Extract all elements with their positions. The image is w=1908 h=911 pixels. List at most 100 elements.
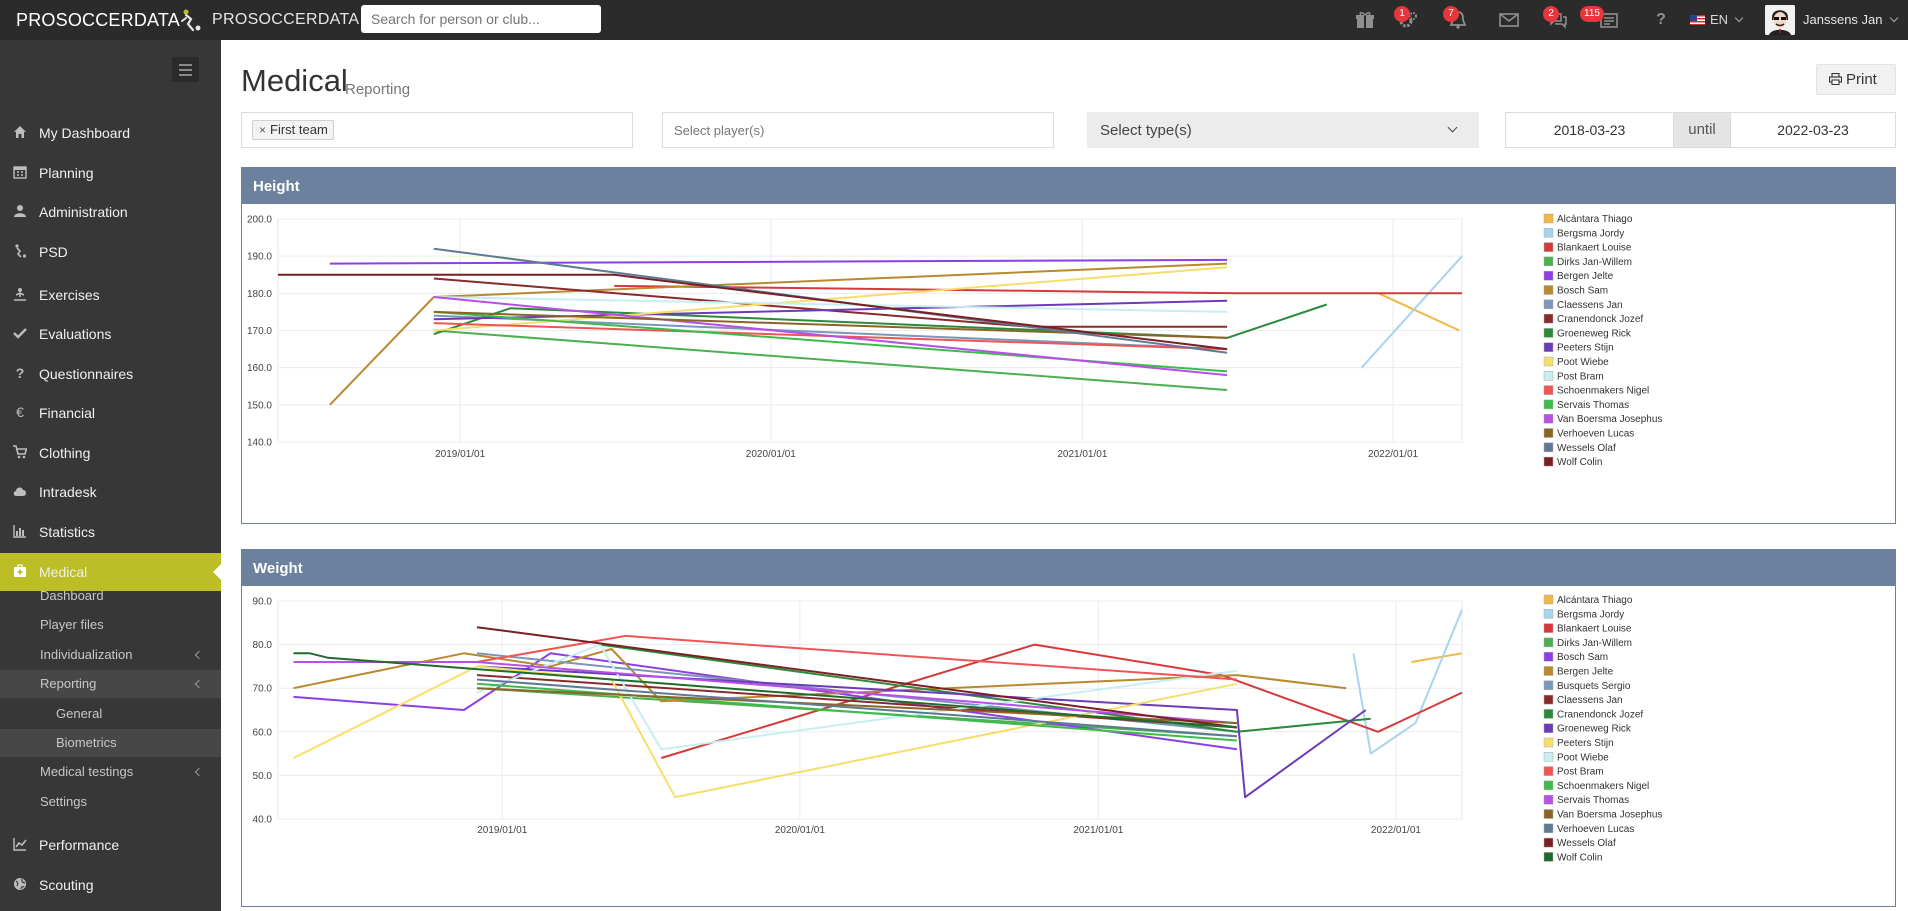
remove-tag-icon[interactable]: ×	[259, 123, 267, 137]
search-input[interactable]	[361, 5, 601, 33]
sidebar-subitem-label: Individualization	[40, 647, 133, 662]
legend-item-schoenmakers-nigel[interactable]: Schoenmakers Nigel	[1543, 780, 1649, 792]
series-line-bergen-jelte[interactable]	[293, 648, 1347, 703]
legend-item-claessens-jan[interactable]: Claessens Jan	[1543, 299, 1623, 311]
print-button[interactable]: Print	[1816, 64, 1896, 95]
sidebar-item-exercises[interactable]: Exercises	[0, 276, 221, 314]
legend-item-peeters-stijn[interactable]: Peeters Stijn	[1543, 737, 1614, 749]
legend-item-blankaert-louise[interactable]: Blankaert Louise	[1543, 623, 1632, 635]
series-line-wolf-colin[interactable]	[278, 273, 1228, 351]
legend-item-bergen-jelte[interactable]: Bergen Jelte	[1543, 666, 1614, 678]
envelope-icon[interactable]	[1498, 11, 1520, 29]
language-selector[interactable]: EN	[1690, 12, 1744, 27]
sidebar-subitem-dashboard[interactable]: Dashboard	[0, 582, 221, 610]
series-line-groeneweg-rick[interactable]	[433, 303, 1328, 339]
legend-item-cranendonck-jozef[interactable]: Cranendonck Jozef	[1543, 313, 1643, 325]
sidebar-item-intradesk[interactable]: Intradesk	[0, 473, 221, 511]
series-line-bergsma-jordy[interactable]	[1360, 255, 1463, 369]
height-chart-title: Height	[242, 168, 1895, 204]
sidebar-item-planning[interactable]: Planning	[0, 154, 221, 192]
legend-item-bosch-sam[interactable]: Bosch Sam	[1543, 285, 1608, 297]
series-line-bergsma-jordy[interactable]	[1352, 609, 1463, 755]
sidebar-subitem-individualization[interactable]: Individualization	[0, 641, 221, 669]
legend-item-bosch-sam[interactable]: Bosch Sam	[1543, 651, 1608, 663]
team-filter[interactable]: × First team	[241, 112, 633, 148]
legend-item-wolf-colin[interactable]: Wolf Colin	[1543, 852, 1602, 863]
legend-item-post-bram[interactable]: Post Bram	[1543, 371, 1604, 382]
legend-item-groeneweg-rick[interactable]: Groeneweg Rick	[1543, 328, 1632, 339]
user-menu[interactable]: Janssens Jan	[1803, 12, 1898, 27]
series-line-servais-thomas[interactable]	[293, 661, 1237, 725]
series-line-post-bram[interactable]	[433, 296, 1228, 313]
legend-item-post-bram[interactable]: Post Bram	[1543, 766, 1604, 778]
series-line-groeneweg-rick[interactable]	[476, 665, 1367, 799]
sidebar-item-scouting[interactable]: Scouting	[0, 866, 221, 904]
menu-toggle-button[interactable]	[172, 57, 199, 82]
legend-item-wolf-colin[interactable]: Wolf Colin	[1543, 456, 1602, 468]
player-select[interactable]: Select player(s)	[662, 112, 1054, 148]
sidebar-item-psd[interactable]: PSD	[0, 233, 221, 271]
sidebar-item-my-dashboard[interactable]: My Dashboard	[0, 114, 221, 152]
series-line-dirks-jan-willem[interactable]	[433, 329, 1228, 391]
sidebar-subitem-settings[interactable]: Settings	[0, 788, 221, 816]
series-line-poot-wiebe[interactable]	[433, 266, 1228, 332]
date-from-input[interactable]: 2018-03-23	[1505, 112, 1674, 148]
legend-item-bergen-jelte[interactable]: Bergen Jelte	[1543, 270, 1614, 282]
sidebar-item-administration[interactable]: Administration	[0, 193, 221, 231]
legend-label: Wessels Olaf	[1557, 838, 1616, 849]
legend-item-servais-thomas[interactable]: Servais Thomas	[1543, 794, 1629, 806]
series-line-blankaert-louise[interactable]	[614, 284, 1462, 295]
series-line-alcantara-thiago[interactable]	[1411, 652, 1463, 663]
sidebar-item-clothing[interactable]: Clothing	[0, 434, 221, 472]
avatar[interactable]	[1765, 5, 1795, 35]
legend-item-busquets-sergio[interactable]: Busquets Sergio	[1543, 680, 1631, 692]
legend-item-peeters-stijn[interactable]: Peeters Stijn	[1543, 342, 1614, 354]
sidebar-subitem-medical-testings[interactable]: Medical testings	[0, 758, 221, 786]
sidebar-item-evaluations[interactable]: Evaluations	[0, 315, 221, 353]
sidebar-item-financial[interactable]: € Financial	[0, 394, 221, 432]
type-select[interactable]: Select type(s)	[1087, 112, 1479, 148]
legend-item-van-boersma-josephus[interactable]: Van Boersma Josephus	[1543, 413, 1662, 425]
messages-icon[interactable]	[1598, 11, 1620, 29]
legend-item-servais-thomas[interactable]: Servais Thomas	[1543, 399, 1629, 411]
gift-icon[interactable]	[1354, 11, 1376, 29]
sidebar-item-statistics[interactable]: Statistics	[0, 513, 221, 551]
legend-item-alcantara-thiago[interactable]: Alcántara Thiago	[1543, 594, 1633, 606]
series-line-wolf-colin[interactable]	[293, 652, 1237, 729]
series-line-van-boersma-josephus[interactable]	[433, 296, 1228, 377]
series-line-bergen-jelte[interactable]	[329, 258, 1228, 265]
help-icon[interactable]: ?	[1656, 11, 1666, 28]
series-line-post-bram[interactable]	[476, 634, 1237, 681]
legend-item-dirks-jan-willem[interactable]: Dirks Jan-Willem	[1543, 637, 1632, 649]
legend-item-bergsma-jordy[interactable]: Bergsma Jordy	[1543, 228, 1624, 239]
legend-item-groeneweg-rick[interactable]: Groeneweg Rick	[1543, 723, 1632, 735]
series-line-verhoeven-lucas[interactable]	[476, 678, 1237, 738]
legend-item-wessels-olaf[interactable]: Wessels Olaf	[1543, 442, 1616, 454]
sidebar-subitem-biometrics[interactable]: Biometrics	[0, 729, 221, 757]
sidebar-subitem-player-files[interactable]: Player files	[0, 611, 221, 639]
legend-item-bergsma-jordy[interactable]: Bergsma Jordy	[1543, 609, 1624, 620]
legend-item-poot-wiebe[interactable]: Poot Wiebe	[1543, 752, 1609, 763]
legend-item-claessens-jan[interactable]: Claessens Jan	[1543, 694, 1623, 706]
legend-item-poot-wiebe[interactable]: Poot Wiebe	[1543, 356, 1609, 368]
sidebar-subitem-general[interactable]: General	[0, 700, 221, 728]
date-to-input[interactable]: 2022-03-23	[1730, 112, 1896, 148]
sidebar-item-medical[interactable]: Medical	[0, 553, 221, 591]
legend-item-alcantara-thiago[interactable]: Alcántara Thiago	[1543, 213, 1633, 225]
series-line-bosch-sam[interactable]	[329, 262, 1228, 406]
brand-logo[interactable]: PROSOCCERDATA	[16, 10, 180, 31]
legend-item-van-boersma-josephus[interactable]: Van Boersma Josephus	[1543, 809, 1662, 821]
legend-item-blankaert-louise[interactable]: Blankaert Louise	[1543, 242, 1632, 254]
legend-item-verhoeven-lucas[interactable]: Verhoeven Lucas	[1543, 428, 1634, 440]
series-line-alcantara-thiago[interactable]	[1378, 292, 1460, 332]
sidebar-item-performance[interactable]: Performance	[0, 826, 221, 864]
sidebar-subitem-reporting[interactable]: Reporting	[0, 670, 221, 698]
legend-item-wessels-olaf[interactable]: Wessels Olaf	[1543, 837, 1616, 849]
legend-item-dirks-jan-willem[interactable]: Dirks Jan-Willem	[1543, 256, 1632, 268]
legend-item-cranendonck-jozef[interactable]: Cranendonck Jozef	[1543, 709, 1643, 720]
series-line-cranendonck-jozef[interactable]	[599, 643, 1371, 733]
series-line-wessels-olaf[interactable]	[476, 626, 1238, 729]
legend-item-schoenmakers-nigel[interactable]: Schoenmakers Nigel	[1543, 385, 1649, 397]
legend-item-verhoeven-lucas[interactable]: Verhoeven Lucas	[1543, 823, 1634, 835]
sidebar-item-questionnaires[interactable]: ? Questionnaires	[0, 355, 221, 393]
